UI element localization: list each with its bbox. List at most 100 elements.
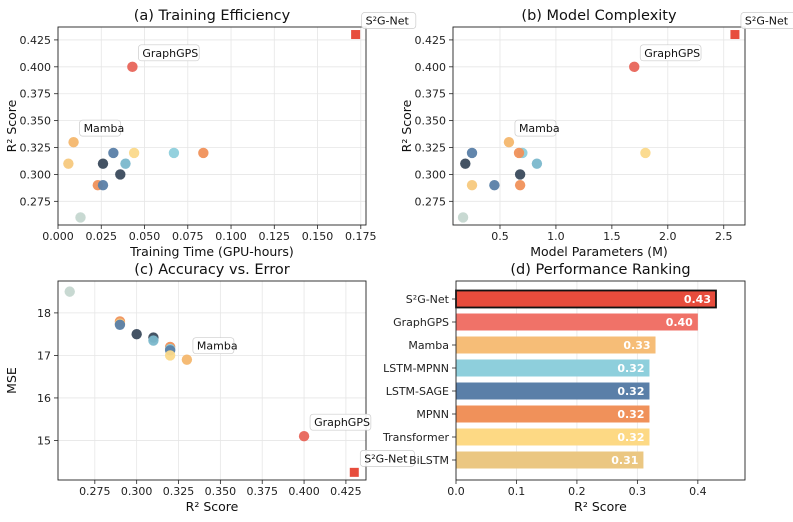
annotation-label: Mamba — [197, 340, 238, 353]
annotation-label: Mamba — [519, 122, 560, 135]
data-point — [629, 61, 640, 73]
x-tick-label: 0.325 — [163, 485, 195, 498]
x-tick-label: 0.300 — [121, 485, 153, 498]
bar-value-label: 0.32 — [617, 408, 644, 421]
data-point — [489, 179, 500, 191]
data-point — [181, 354, 193, 365]
data-point — [128, 147, 140, 159]
bar — [456, 382, 650, 400]
x-tick-label: 0.3 — [629, 485, 647, 498]
y-tick-label: 0.375 — [20, 88, 52, 101]
y-tick-label: 17 — [37, 349, 51, 362]
y-tick-label: 0.400 — [415, 61, 447, 74]
panel-4: (d) Performance Ranking R² Score 0.0 0.1 0.2… — [382, 262, 746, 514]
x-tick-label: 0.025 — [86, 230, 118, 243]
data-point — [457, 212, 469, 223]
y-tick-label: 0.425 — [20, 34, 52, 47]
data-point — [63, 158, 74, 169]
x-axis-label: Training Time (GPU-hours) — [129, 244, 294, 259]
data-point — [466, 179, 478, 191]
panel-1: (a) Training Efficiency Training Time (GP… — [4, 8, 417, 259]
plot-area — [456, 281, 745, 480]
plot-area — [58, 281, 366, 480]
x-tick-label: 0.275 — [79, 485, 111, 498]
y-tick-label: 0.275 — [20, 195, 52, 208]
bar — [456, 451, 644, 469]
chart-title: (a) Training Efficiency — [134, 8, 291, 24]
bar — [456, 405, 650, 423]
data-point — [131, 328, 142, 340]
category-label: LSTM-SAGE — [386, 385, 449, 398]
x-tick-label: 2.0 — [659, 230, 677, 243]
data-point — [108, 147, 119, 159]
y-axis-label: MSE — [4, 367, 19, 394]
data-point — [640, 147, 651, 159]
data-point — [120, 158, 131, 169]
y-tick-label: 0.375 — [415, 88, 447, 101]
bar — [456, 359, 650, 377]
data-point-square — [349, 467, 359, 477]
data-point — [513, 147, 525, 159]
axes-frame — [57, 26, 367, 226]
data-point — [64, 286, 75, 297]
annotation-label: S²G-Net — [366, 15, 410, 28]
panel-2: (b) Model Complexity Model Parameters (M)… — [399, 8, 793, 259]
category-label: MPNN — [416, 408, 449, 421]
category-label: BiLSTM — [409, 454, 449, 467]
data-point — [164, 350, 176, 361]
annotation-label: Mamba — [84, 122, 125, 135]
data-point — [168, 147, 180, 159]
bar-value-label: 0.32 — [617, 431, 644, 444]
y-tick-label: 0.300 — [20, 168, 52, 181]
x-axis-label: R² Score — [574, 499, 627, 514]
annotation-label: S²G-Net — [364, 452, 408, 465]
data-point — [75, 212, 86, 223]
data-point — [68, 136, 79, 148]
x-tick-label: 2.5 — [715, 230, 733, 243]
bar-value-label: 0.32 — [617, 362, 644, 375]
axes-frame — [57, 280, 367, 481]
x-tick-label: 0.075 — [172, 230, 204, 243]
annotation-box — [740, 12, 793, 29]
annotation-box — [639, 44, 702, 62]
chart-title: (c) Accuracy vs. Error — [134, 262, 289, 278]
annotation-box — [138, 44, 200, 62]
data-point — [148, 335, 159, 346]
x-axis-label: R² Score — [186, 499, 239, 514]
x-tick-label: 0.2 — [568, 485, 586, 498]
bar-value-label: 0.32 — [617, 385, 644, 398]
x-tick-label: 0.350 — [205, 485, 237, 498]
y-tick-label: 0.325 — [415, 142, 447, 155]
data-point — [198, 147, 209, 159]
annotation-label: S²G-Net — [745, 15, 789, 28]
data-point-square — [351, 30, 361, 40]
chart-title: (b) Model Complexity — [521, 8, 677, 24]
axes-frame — [452, 26, 746, 226]
annotation-label: GraphGPS — [314, 416, 370, 429]
annotation-label: GraphGPS — [142, 47, 198, 60]
x-tick-label: 0.125 — [259, 230, 291, 243]
y-tick-label: 18 — [37, 307, 51, 320]
y-tick-label: 15 — [37, 434, 51, 447]
y-tick-label: 0.350 — [415, 115, 447, 128]
x-tick-label: 0.425 — [330, 485, 362, 498]
data-point — [531, 158, 543, 169]
y-tick-label: 0.350 — [20, 115, 52, 128]
y-axis-label: R² Score — [399, 99, 414, 152]
x-tick-label: 0.4 — [689, 485, 707, 498]
bar — [456, 313, 698, 331]
data-point — [460, 158, 471, 169]
y-tick-label: 0.275 — [415, 195, 447, 208]
x-tick-label: 0.1 — [508, 485, 526, 498]
x-tick-label: 0.175 — [345, 230, 377, 243]
annotation-label: GraphGPS — [644, 47, 700, 60]
bar — [456, 336, 656, 354]
x-tick-label: 0.400 — [288, 485, 320, 498]
category-label: Mamba — [408, 339, 449, 352]
category-label: GraphGPS — [393, 316, 449, 329]
data-point — [114, 319, 126, 330]
annotation-box — [192, 337, 235, 355]
data-point-square — [730, 30, 740, 40]
data-point — [115, 169, 126, 180]
